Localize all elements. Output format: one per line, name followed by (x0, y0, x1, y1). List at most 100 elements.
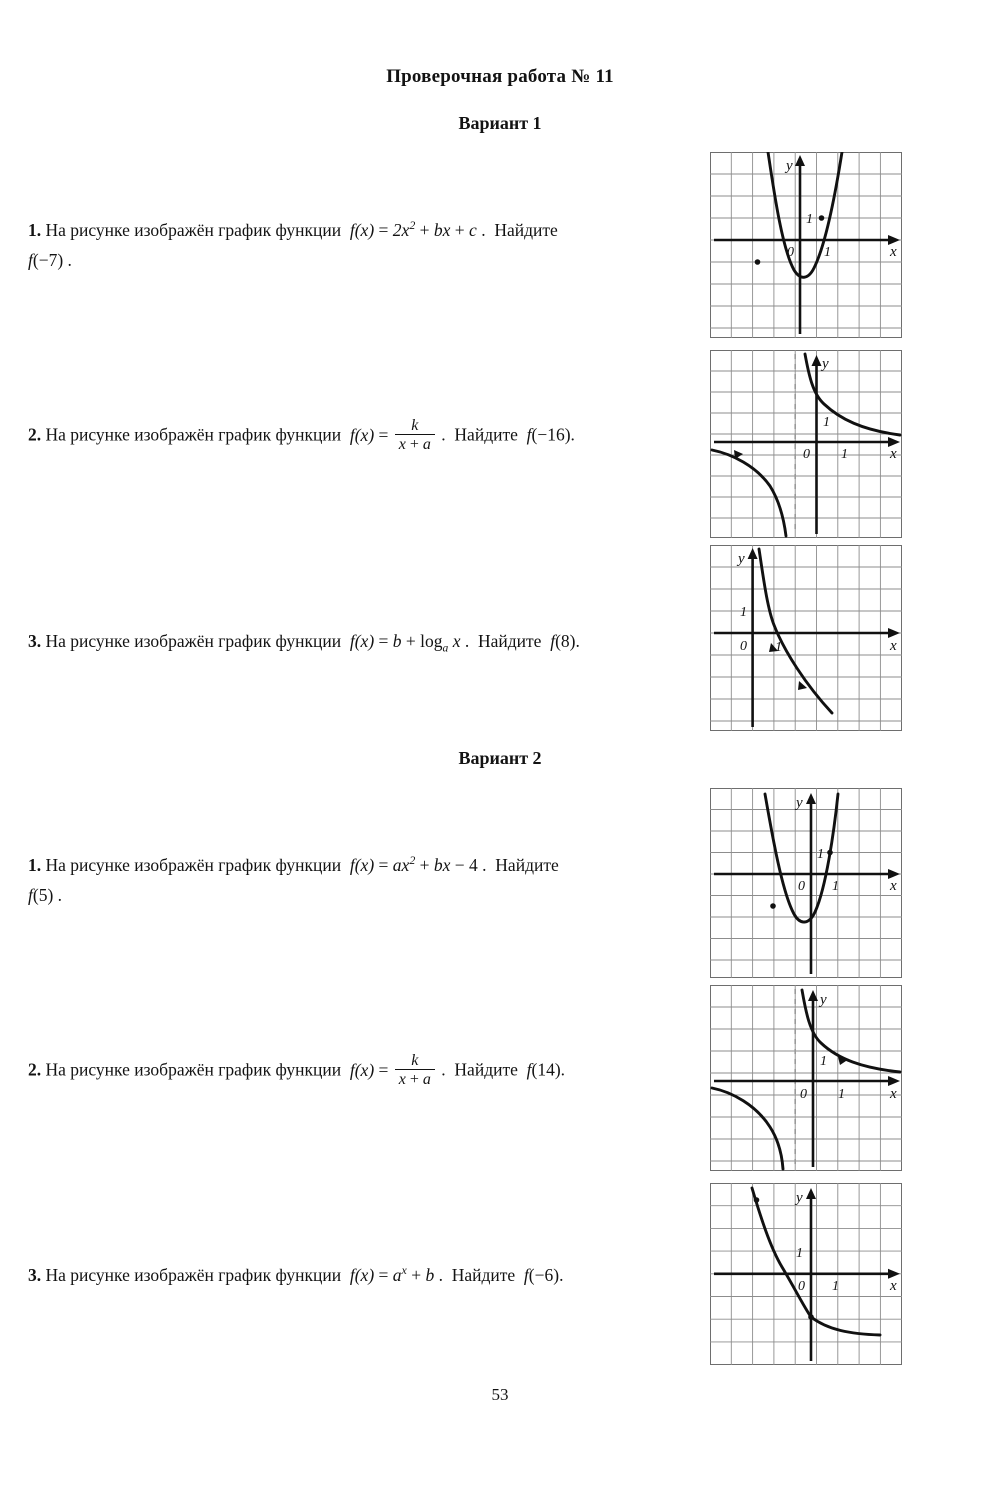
curve-direction-arrow (798, 681, 807, 690)
fraction-bar (394, 434, 435, 435)
graph-3-svg: 0 1 1 x y (710, 545, 902, 731)
problem-3-variant-1: 3. На рисунке изображён график функции f… (28, 626, 688, 664)
problem-number: 3. (28, 631, 42, 651)
problem-query: f(14) (522, 1059, 561, 1080)
curve-direction-arrow (838, 1057, 849, 1065)
graph-frame (710, 152, 902, 338)
problem-number: 2. (28, 1059, 42, 1080)
x-axis-arrow (888, 628, 900, 638)
x-axis-label: x (889, 638, 897, 654)
x-axis-arrow (888, 437, 900, 447)
graph-1-svg: 0 1 1 x y (710, 152, 902, 338)
x-axis-label: x (889, 878, 897, 894)
problem-query: f(−16) (522, 424, 571, 445)
graph-2-hyperbola: 0 1 1 x y (710, 350, 902, 538)
problem-number: 1. (28, 219, 42, 240)
x-axis-label: x (889, 1278, 897, 1294)
x-tick-one-label: 1 (824, 245, 831, 260)
problem-tail-text: . (441, 1059, 451, 1080)
curve-direction-arrow (769, 643, 778, 652)
y-axis-label: y (784, 158, 793, 174)
problem-query: f(−7) (28, 249, 64, 270)
problem-formula: f(x) = ax + b (345, 1263, 439, 1285)
graph-5-hyperbola: 0 1 1 x y (710, 985, 902, 1171)
exponential-curve (750, 1186, 882, 1337)
problem-tail-label: Найдите (454, 424, 518, 445)
logarithm-curve (757, 547, 834, 715)
problem-number: 3. (28, 1264, 42, 1285)
y-axis-label: y (794, 795, 803, 811)
y-axis-label: y (794, 1190, 803, 1206)
problem-lead-text: На рисунке изображён график функции (45, 854, 342, 875)
problem-lead-text: На рисунке изображён график функции (45, 1059, 342, 1080)
fraction-denominator: x + a (398, 1071, 431, 1088)
parabola-curve (766, 152, 844, 279)
problem-formula: f(x) = b + loga x (345, 631, 465, 655)
graph-6-exponential: 0 1 1 x y (710, 1183, 902, 1365)
y-tick-one-label: 1 (796, 1246, 803, 1261)
y-axis-arrow (806, 1188, 816, 1199)
y-axis-label: y (820, 356, 829, 372)
axes (714, 1188, 900, 1361)
origin-label: 0 (800, 1087, 807, 1102)
marked-point (827, 849, 833, 856)
origin-label: 0 (798, 879, 805, 894)
origin-label: 0 (798, 1279, 805, 1294)
hyperbola-branch-upper (800, 988, 902, 1074)
problem-2-variant-1: 2. На рисунке изображён график функции f… (28, 417, 688, 455)
x-tick-one-label: 1 (838, 1087, 845, 1102)
problem-number: 2. (28, 424, 42, 445)
problem-lead-text: На рисунке изображён график функции (45, 219, 342, 240)
period: . (63, 249, 72, 270)
problem-lead-text: На рисунке изображён график функции (45, 631, 342, 651)
problem-formula: f(x) = ax2 + bx − 4 (345, 853, 478, 875)
marked-point (753, 1197, 760, 1203)
graph-6-svg: 0 1 1 x y (710, 1183, 902, 1365)
y-tick-one-label: 1 (740, 605, 747, 620)
x-axis-label: x (889, 244, 897, 260)
x-axis-arrow (888, 869, 900, 879)
fraction-denominator: x + a (398, 436, 431, 453)
fraction-bar (394, 1069, 435, 1070)
x-tick-one-label: 1 (775, 640, 782, 655)
x-axis-label: x (889, 1086, 897, 1102)
problem-number: 1. (28, 854, 42, 875)
problem-tail-label: Найдите (454, 1059, 518, 1080)
y-axis-arrow (811, 355, 822, 366)
period: . (570, 424, 575, 445)
y-tick-one-label: 1 (820, 1054, 827, 1069)
y-axis-arrow (808, 990, 818, 1001)
graph-2-svg: 0 1 1 x y (710, 350, 902, 538)
graph-1-parabola: 0 1 1 x y (710, 152, 902, 338)
x-tick-one-label: 1 (832, 879, 839, 894)
section-heading-variant-1: Вариант 1 (458, 113, 542, 133)
problem-1-variant-1: 1. На рисунке изображён график функции f… (28, 210, 688, 275)
axes (714, 155, 900, 334)
problem-tail-text: . (482, 854, 491, 875)
hyperbola-branch-lower (710, 1086, 785, 1171)
period: . (559, 1264, 564, 1285)
y-tick-one-label: 1 (806, 212, 813, 227)
problem-tail-text: . (441, 424, 451, 445)
y-tick-one-label: 1 (823, 415, 830, 430)
origin-label: 0 (787, 245, 794, 260)
problem-3-variant-2: 3. На рисунке изображён график функции f… (28, 1255, 688, 1290)
problem-lead-text: На рисунке изображён график функции (45, 424, 342, 445)
fraction: k x + a (394, 1052, 435, 1089)
graph-4-parabola: 0 1 1 x y (710, 788, 902, 978)
x-axis-arrow (888, 1076, 900, 1086)
graph-5-svg: 0 1 1 x y (710, 985, 902, 1171)
problem-tail-text: . (464, 631, 474, 651)
problem-query: f(5) (28, 884, 54, 905)
hyperbola-branch-lower (710, 448, 788, 538)
problem-query: f(8) (545, 631, 576, 651)
graph-4-svg: 0 1 1 x y (710, 788, 902, 978)
problem-formula: f(x) = 2x2 + bx + c (345, 218, 482, 240)
hyperbola-branch-upper (803, 352, 902, 437)
page-number: 53 (491, 1385, 509, 1404)
y-axis-arrow (806, 793, 816, 804)
problem-formula: f(x) = k x + a (345, 1052, 441, 1088)
fraction-numerator: k (411, 417, 419, 434)
y-tick-one-label: 1 (817, 847, 824, 862)
